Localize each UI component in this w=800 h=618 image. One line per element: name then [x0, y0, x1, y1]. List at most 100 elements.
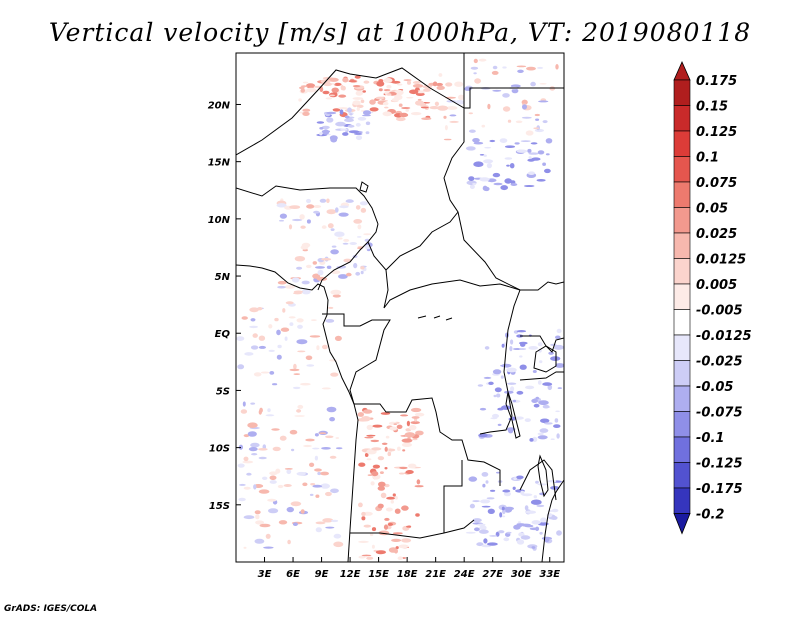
shading-cell — [507, 119, 512, 123]
shading-cell — [522, 104, 527, 110]
shading-cell — [366, 434, 376, 437]
shading-cell — [542, 120, 548, 124]
shading-cell — [333, 541, 344, 548]
shading-cell — [315, 521, 326, 525]
shading-cell — [536, 179, 546, 182]
colorbar-label: -0.05 — [696, 380, 733, 395]
shading-cell — [547, 480, 557, 483]
shading-cell — [520, 535, 531, 540]
shading-cell — [300, 85, 308, 88]
colorbar-label: 0.15 — [696, 100, 728, 115]
colorbar-label: 0.175 — [696, 74, 737, 89]
shading-cell — [347, 124, 355, 128]
shading-cell — [312, 273, 321, 279]
colorbar-label: -0.005 — [696, 304, 743, 319]
shading-cell — [496, 471, 501, 474]
shading-cell — [355, 90, 363, 96]
border-cameroon — [317, 241, 369, 291]
shading-cell — [298, 98, 302, 102]
shading-cell — [517, 69, 524, 74]
shading-cell — [321, 258, 332, 261]
shading-cell — [296, 339, 308, 345]
shading-cell — [483, 159, 494, 164]
shading-cell — [509, 386, 515, 392]
shading-cell — [470, 66, 479, 70]
border-niger-nigeria — [236, 185, 379, 225]
shading-cell — [530, 81, 536, 87]
shading-cell — [328, 306, 334, 309]
shading-cell — [377, 486, 385, 491]
shading-cell — [473, 141, 484, 145]
shading-cell — [415, 513, 420, 517]
shading-cell — [499, 512, 503, 518]
shading-cell — [319, 127, 324, 130]
shading-cell — [322, 129, 330, 135]
shading-cell — [391, 538, 402, 543]
colorbar-swatch — [673, 181, 691, 208]
shading-cell — [481, 505, 491, 508]
colorbar-swatch — [673, 258, 691, 285]
shading-cell — [279, 435, 287, 441]
border-mozambique — [519, 459, 557, 501]
shading-cell — [547, 384, 553, 391]
shading-cell — [436, 85, 445, 90]
shading-cell — [267, 408, 271, 413]
border-drc-angola — [354, 397, 501, 486]
shading-cell — [553, 424, 561, 428]
shading-cell — [521, 99, 528, 105]
shading-cell — [531, 520, 541, 525]
colorbar-label: 0.125 — [696, 125, 737, 140]
shading-cell — [360, 270, 364, 275]
shading-cell — [349, 113, 353, 116]
shading-cell — [537, 483, 548, 486]
shading-cell — [325, 319, 335, 323]
shading-cell — [535, 526, 540, 531]
axis-ticks: 3E 6E 9E 12E 15E 18E 21E 24E 27E 30E 33E 20N 15N 10N 5… — [208, 100, 561, 580]
shading-cell — [491, 70, 499, 75]
lake-chad — [359, 181, 369, 193]
shading-cell — [509, 163, 515, 169]
shading-cell — [502, 93, 510, 98]
shading-cell — [365, 121, 371, 126]
shading-cell — [414, 485, 424, 488]
shading-cell — [300, 88, 305, 93]
shading-cell — [527, 171, 535, 175]
shading-cell — [258, 489, 270, 494]
shading-cell — [401, 505, 409, 511]
shading-cell — [300, 509, 305, 514]
shading-cell — [515, 120, 523, 124]
shading-cell — [253, 372, 262, 377]
shading-cell — [287, 539, 291, 545]
shading-cell — [255, 514, 260, 520]
shading-cell — [243, 546, 247, 549]
shading-cell — [360, 266, 365, 270]
shading-cell — [398, 103, 403, 107]
lat-tick-label: 5N — [215, 272, 231, 283]
shading-cell — [512, 348, 522, 350]
shading-cell — [326, 111, 337, 115]
shading-cell — [315, 527, 322, 533]
shading-cell — [384, 106, 389, 109]
shading-cell — [302, 482, 308, 487]
shading-cell — [488, 381, 494, 385]
shading-cell — [386, 93, 392, 96]
shading-cell — [296, 409, 302, 413]
shading-cell — [530, 499, 542, 505]
shading-cell — [465, 146, 476, 151]
shading-cell — [380, 492, 387, 499]
shading-cell — [315, 266, 325, 269]
shading-cell — [319, 198, 327, 203]
colorbar-swatch — [673, 232, 691, 259]
shading-cell — [504, 145, 516, 148]
shading-cell — [548, 351, 554, 355]
shading-cell — [278, 520, 288, 525]
shading-cell — [385, 435, 390, 439]
shading-cell — [474, 78, 481, 84]
shading-cell — [268, 508, 279, 514]
shading-cell — [302, 108, 311, 112]
shading-cell — [358, 462, 366, 467]
shading-cell — [349, 242, 358, 245]
shading-cell — [258, 409, 262, 415]
shading-cell — [534, 113, 540, 117]
shading-cell — [505, 532, 511, 537]
